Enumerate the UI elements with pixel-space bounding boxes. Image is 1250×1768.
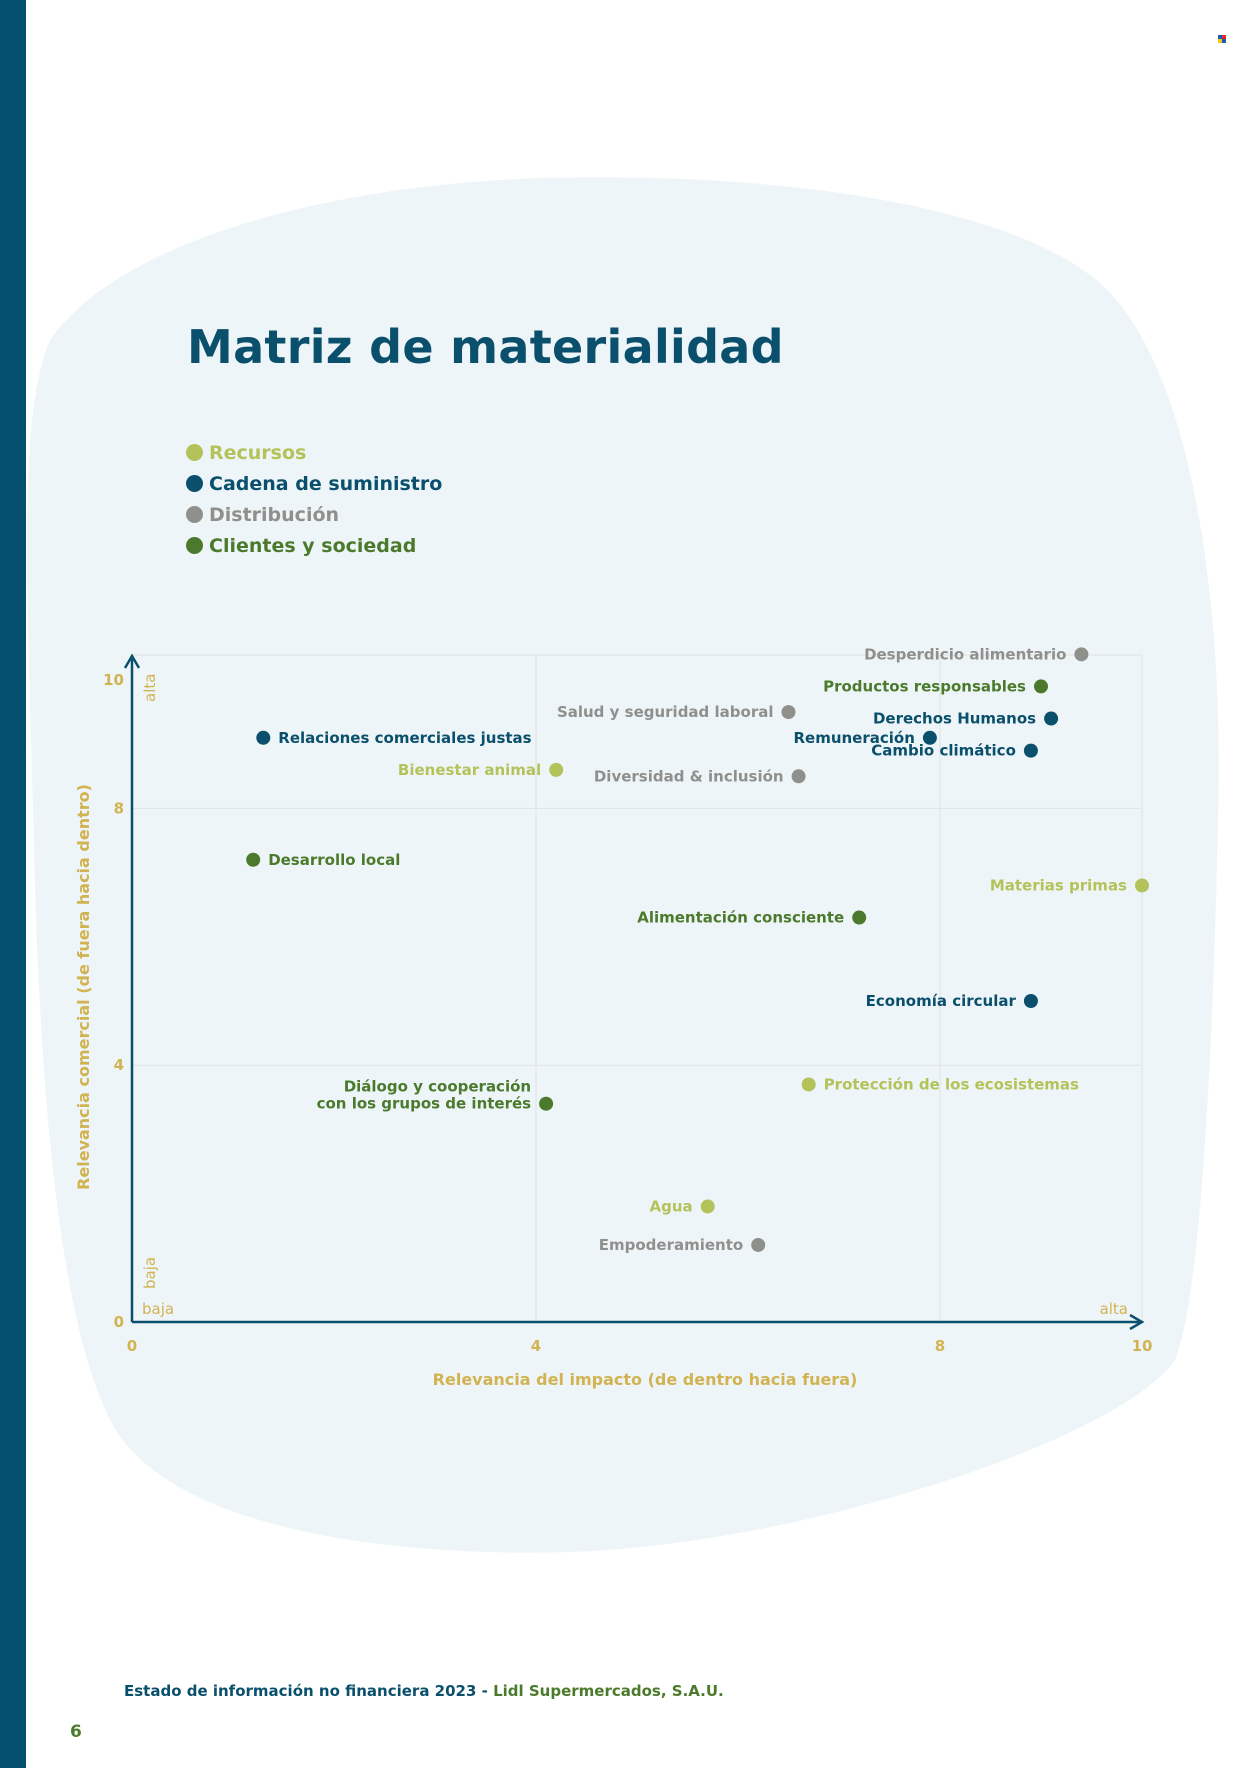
legend-dot — [186, 506, 203, 523]
legend-item-clientes-y-sociedad: Clientes y sociedad — [186, 530, 442, 561]
data-point-label: Desperdicio alimentario — [864, 645, 1066, 663]
data-point-label: Productos responsables — [823, 677, 1026, 695]
data-point — [700, 1199, 715, 1214]
data-point-label: Economía circular — [866, 992, 1017, 1010]
data-point-label: Empoderamiento — [599, 1236, 743, 1254]
data-point — [1023, 743, 1038, 758]
chart-legend: Recursos Cadena de suministro Distribuci… — [186, 437, 442, 561]
data-point-label: Bienestar animal — [398, 761, 541, 779]
legend-item-recursos: Recursos — [186, 437, 442, 468]
legend-item-distribucion: Distribución — [186, 499, 442, 530]
x-axis-title: Relevancia del impacto (de dentro hacia … — [433, 1370, 858, 1389]
y-tick-label: 0 — [114, 1313, 124, 1331]
data-point — [1023, 994, 1038, 1008]
footer-report-title: Estado de información no financiera 2023 — [124, 1682, 477, 1700]
data-point-label: Diversidad & inclusión — [594, 767, 784, 785]
legend-dot — [186, 537, 203, 554]
data-point-label: Materias primas — [990, 876, 1127, 894]
legend-label: Recursos — [209, 441, 307, 464]
data-point — [1034, 679, 1048, 694]
data-point — [1074, 647, 1089, 662]
y-high-label: alta — [141, 674, 159, 702]
data-point-label: Desarrollo local — [268, 851, 400, 869]
legend-item-cadena-de-suministro: Cadena de suministro — [186, 468, 442, 499]
data-point — [539, 1096, 554, 1111]
data-point-label: Diálogo y cooperación con los grupos de i… — [317, 1078, 532, 1113]
footer: Estado de información no financiera 2023… — [124, 1682, 724, 1700]
x-tick-label: 10 — [1132, 1337, 1153, 1355]
legend-label: Cadena de suministro — [209, 472, 443, 495]
x-tick-label: 8 — [935, 1337, 945, 1355]
data-point — [246, 852, 261, 867]
data-point — [781, 705, 796, 720]
data-point-label: Relaciones comerciales justas — [278, 729, 531, 747]
data-point — [751, 1237, 766, 1252]
data-point-label: Salud y seguridad laboral — [557, 703, 774, 721]
y-tick-label: 4 — [114, 1056, 124, 1074]
legend-label: Distribución — [209, 503, 340, 526]
data-point-label: Agua — [650, 1197, 693, 1215]
x-axis-arrow — [1129, 1313, 1145, 1331]
y-tick-label: 10 — [103, 671, 124, 689]
footer-separator: - — [476, 1682, 494, 1700]
legend-dot — [186, 475, 203, 492]
data-point — [1044, 711, 1059, 726]
legend-label: Clientes y sociedad — [209, 534, 417, 557]
page-number: 6 — [70, 1722, 82, 1742]
y-low-label: baja — [141, 1257, 159, 1289]
footer-company: Lidl Supermercados, S.A.U. — [493, 1682, 724, 1700]
data-point — [791, 769, 806, 784]
x-tick-label: 4 — [531, 1337, 541, 1355]
data-point — [922, 730, 937, 745]
data-point-label: Cambio climático — [871, 742, 1016, 760]
y-tick-label: 8 — [114, 799, 124, 817]
data-point — [801, 1077, 816, 1092]
side-accent-bar — [0, 0, 26, 1768]
x-high-label: alta — [1100, 1300, 1128, 1318]
data-point — [1135, 878, 1149, 893]
page-title: Matriz de materialidad — [187, 320, 784, 374]
y-axis-title: Relevancia comercial (de fuera hacia den… — [74, 784, 93, 1190]
x-low-label: baja — [142, 1300, 174, 1318]
data-point-label: Protección de los ecosistemas — [824, 1075, 1079, 1093]
data-point — [549, 762, 564, 777]
x-tick-label: 0 — [127, 1337, 137, 1355]
y-axis-arrow — [123, 653, 141, 669]
brand-color-mark — [1218, 35, 1226, 43]
legend-dot — [186, 444, 203, 461]
data-point-label: Derechos Humanos — [873, 710, 1036, 728]
data-point-label: Alimentación consciente — [637, 909, 844, 927]
data-point-label: Remuneración — [793, 729, 914, 747]
data-point — [852, 910, 867, 925]
data-point — [256, 730, 271, 745]
